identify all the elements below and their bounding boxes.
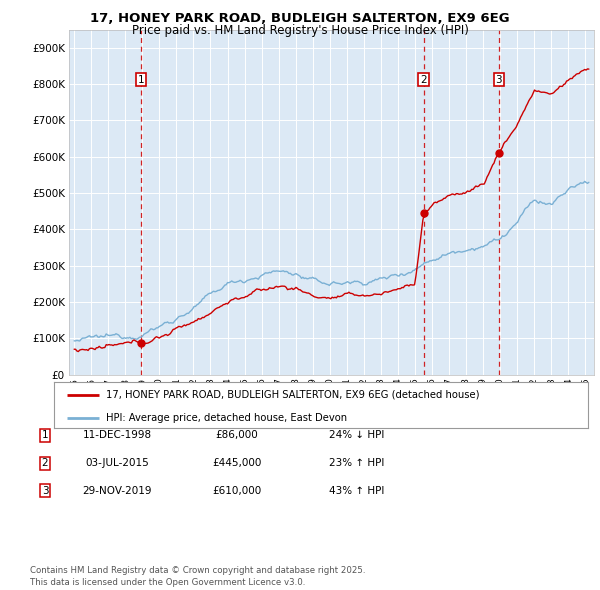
Text: 29-NOV-2019: 29-NOV-2019: [82, 486, 152, 496]
Text: 2: 2: [41, 458, 49, 468]
Text: 17, HONEY PARK ROAD, BUDLEIGH SALTERTON, EX9 6EG (detached house): 17, HONEY PARK ROAD, BUDLEIGH SALTERTON,…: [106, 389, 480, 399]
Text: 1: 1: [138, 74, 145, 84]
Text: 2: 2: [420, 74, 427, 84]
Text: 43% ↑ HPI: 43% ↑ HPI: [329, 486, 385, 496]
Text: 24% ↓ HPI: 24% ↓ HPI: [329, 431, 385, 440]
Text: 3: 3: [41, 486, 49, 496]
Text: Contains HM Land Registry data © Crown copyright and database right 2025.
This d: Contains HM Land Registry data © Crown c…: [30, 566, 365, 587]
Text: £610,000: £610,000: [212, 486, 262, 496]
Text: 17, HONEY PARK ROAD, BUDLEIGH SALTERTON, EX9 6EG: 17, HONEY PARK ROAD, BUDLEIGH SALTERTON,…: [90, 12, 510, 25]
Text: 03-JUL-2015: 03-JUL-2015: [85, 458, 149, 468]
Text: £445,000: £445,000: [212, 458, 262, 468]
Text: £86,000: £86,000: [215, 431, 259, 440]
Text: Price paid vs. HM Land Registry's House Price Index (HPI): Price paid vs. HM Land Registry's House …: [131, 24, 469, 37]
Text: 1: 1: [41, 431, 49, 440]
Text: 23% ↑ HPI: 23% ↑ HPI: [329, 458, 385, 468]
Text: 3: 3: [496, 74, 502, 84]
Text: HPI: Average price, detached house, East Devon: HPI: Average price, detached house, East…: [106, 412, 347, 422]
Text: 11-DEC-1998: 11-DEC-1998: [82, 431, 152, 440]
